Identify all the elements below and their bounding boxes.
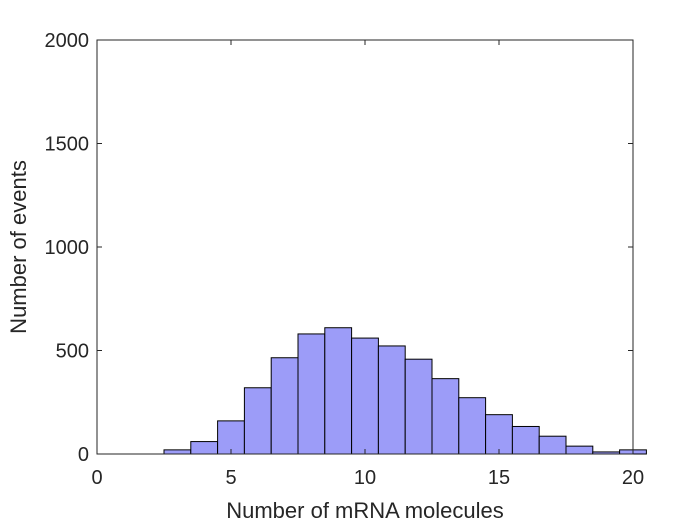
- x-axis-label: Number of mRNA molecules: [226, 498, 504, 523]
- histogram-bar: [163, 449, 192, 455]
- y-tick-label: 2000: [45, 30, 90, 52]
- x-tick-label: 0: [91, 467, 102, 489]
- histogram-bar: [458, 397, 487, 455]
- x-tick-label: 10: [354, 467, 376, 489]
- y-tick-label: 0: [78, 444, 89, 466]
- histogram-bar: [485, 414, 513, 455]
- x-tick-label: 5: [225, 467, 236, 489]
- histogram-bar: [404, 358, 433, 455]
- x-tick-label: 15: [488, 467, 510, 489]
- histogram-bar: [351, 337, 379, 455]
- y-tick-label: 1000: [45, 237, 90, 259]
- histogram-bar: [270, 357, 299, 455]
- histogram-bar: [377, 345, 406, 455]
- ticks-group: [96, 39, 634, 455]
- x-tick-label: 20: [622, 467, 644, 489]
- bars-group: [163, 327, 647, 455]
- histogram-bar: [431, 378, 460, 455]
- histogram-bar: [324, 327, 353, 455]
- y-tick-label: 1500: [45, 134, 90, 156]
- histogram-bar: [190, 441, 219, 455]
- histogram-bar: [297, 333, 326, 455]
- y-axis-label: Number of events: [6, 160, 31, 334]
- histogram-bar: [565, 445, 594, 455]
- tick-labels-group: 0 5 10 15 20 0 500 1000 1500 2000: [45, 30, 645, 489]
- histogram-bar: [538, 435, 567, 455]
- histogram-bar: [243, 387, 272, 455]
- y-tick-label: 500: [56, 341, 89, 363]
- histogram-bar: [511, 425, 540, 455]
- histogram-bar: [217, 420, 245, 455]
